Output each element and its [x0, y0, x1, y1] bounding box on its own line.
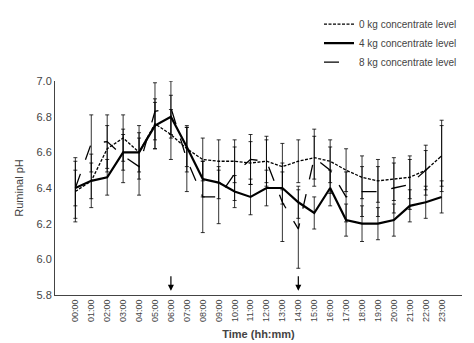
svg-text:14:00: 14:00 — [293, 300, 303, 323]
svg-text:20:00: 20:00 — [389, 300, 399, 323]
svg-text:0 kg concentrate level: 0 kg concentrate level — [359, 19, 456, 30]
svg-text:02:00: 02:00 — [102, 300, 112, 323]
svg-text:6.2: 6.2 — [37, 218, 52, 230]
svg-text:12:00: 12:00 — [261, 300, 271, 323]
svg-text:05:00: 05:00 — [150, 300, 160, 323]
svg-text:5.8: 5.8 — [37, 289, 52, 301]
svg-text:15:00: 15:00 — [309, 300, 319, 323]
svg-text:6.8: 6.8 — [37, 111, 52, 123]
svg-text:16:00: 16:00 — [325, 300, 335, 323]
svg-text:7.0: 7.0 — [37, 75, 52, 87]
svg-text:Ruminal pH: Ruminal pH — [13, 159, 25, 217]
svg-text:17:00: 17:00 — [341, 300, 351, 323]
svg-text:6.6: 6.6 — [37, 146, 52, 158]
svg-text:00:00: 00:00 — [70, 300, 80, 323]
svg-text:11:00: 11:00 — [245, 300, 255, 322]
svg-text:Time (hh:mm): Time (hh:mm) — [222, 328, 295, 340]
svg-text:03:00: 03:00 — [118, 300, 128, 323]
svg-text:21:00: 21:00 — [405, 300, 415, 323]
svg-text:19:00: 19:00 — [373, 300, 383, 323]
svg-text:07:00: 07:00 — [182, 300, 192, 323]
svg-text:4 kg concentrate level: 4 kg concentrate level — [359, 38, 456, 49]
svg-text:13:00: 13:00 — [277, 300, 287, 323]
svg-text:22:00: 22:00 — [421, 300, 431, 323]
svg-text:10:00: 10:00 — [230, 300, 240, 323]
svg-text:08:00: 08:00 — [198, 300, 208, 323]
svg-text:09:00: 09:00 — [214, 300, 224, 323]
svg-text:8 kg concentrate level: 8 kg concentrate level — [359, 57, 456, 68]
svg-text:18:00: 18:00 — [357, 300, 367, 323]
svg-text:6.4: 6.4 — [37, 182, 52, 194]
svg-text:6.0: 6.0 — [37, 253, 52, 265]
svg-text:23:00: 23:00 — [437, 300, 447, 323]
svg-text:06:00: 06:00 — [166, 300, 176, 323]
svg-text:04:00: 04:00 — [134, 300, 144, 323]
svg-text:01:00: 01:00 — [86, 300, 96, 323]
